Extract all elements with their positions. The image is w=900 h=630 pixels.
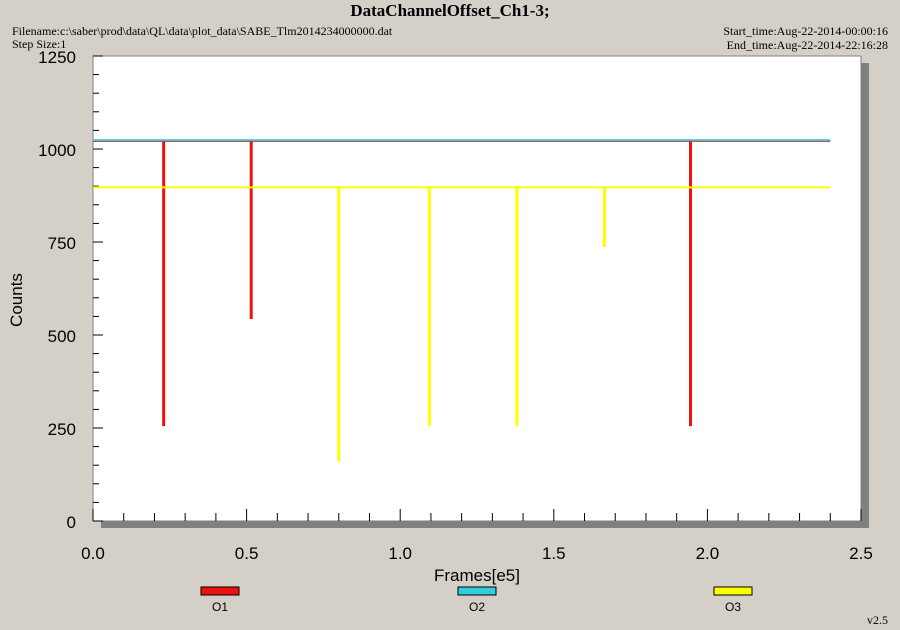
filename-label: Filename:c:\saber\prod\data\QL\data\plot… (12, 24, 393, 38)
x-tick-label: 2.0 (696, 544, 720, 563)
start-time-label: Start_time:Aug-22-2014-00:00:16 (723, 24, 888, 38)
legend-swatch-O1 (200, 586, 240, 596)
y-tick-label: 500 (48, 327, 76, 346)
legend: O1 O2 O3 (200, 586, 753, 614)
series-layer (93, 139, 831, 462)
y-tick-label: 750 (48, 234, 76, 253)
tick-labels: 0 250 500 750 1000 1250 0.0 0.5 1.0 1.5 2.0 2.5 (38, 48, 873, 563)
legend-label-O1: O1 (212, 600, 228, 614)
legend-label-O3: O3 (725, 600, 741, 614)
axis-ticks (92, 55, 862, 522)
y-tick-label: 1250 (38, 48, 76, 67)
legend-swatch-O2 (457, 586, 497, 596)
y-tick-label: 1000 (38, 141, 76, 160)
legend-label-O2: O2 (469, 600, 485, 614)
plot-area (92, 55, 862, 522)
x-tick-label: 1.0 (388, 544, 412, 563)
y-tick-label: 250 (48, 420, 76, 439)
x-tick-label: 0.0 (81, 544, 105, 563)
y-axis-label: Counts (7, 273, 26, 327)
version-label: v2.5 (867, 613, 888, 627)
x-tick-label: 0.5 (235, 544, 259, 563)
x-tick-label: 2.5 (849, 544, 873, 563)
y-tick-label: 0 (67, 513, 76, 532)
step-size-label: Step Size:1 (12, 37, 67, 51)
chart-title: DataChannelOffset_Ch1-3; (350, 1, 550, 20)
legend-swatch-O3 (713, 586, 753, 596)
end-time-label: End_time:Aug-22-2014-22:16:28 (726, 38, 888, 52)
x-axis-label: Frames[e5] (434, 566, 520, 585)
x-tick-label: 1.5 (542, 544, 566, 563)
